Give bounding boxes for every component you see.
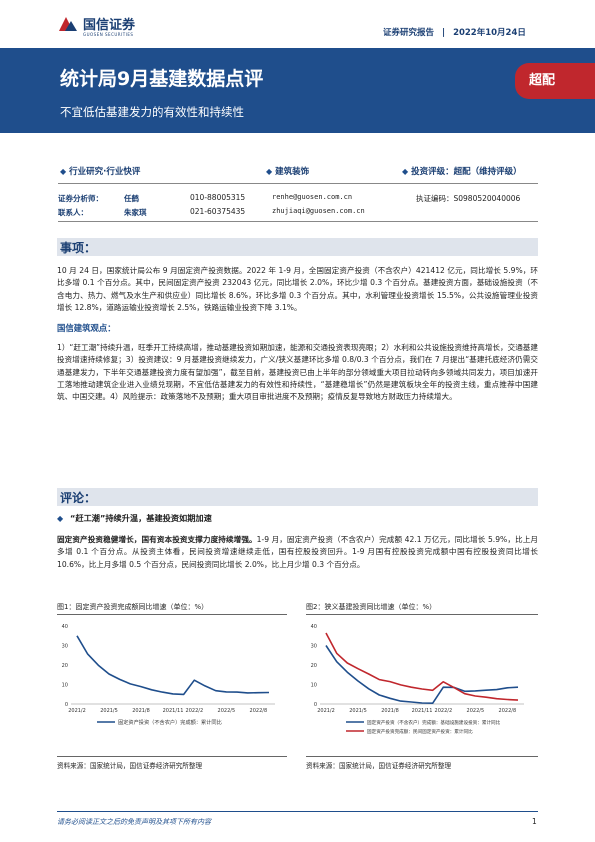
y-tick-label: 0 [65, 702, 68, 708]
meta-category: ◆ 行业研究·行业快评 [60, 165, 140, 177]
page-title: 统计局9月基建数据点评 [60, 68, 264, 90]
y-tick-label: 40 [311, 624, 317, 630]
page-number: 1 [532, 817, 537, 826]
logo: 国信证券 GUOSEN SECURITIES [57, 13, 167, 39]
y-tick-label: 30 [311, 644, 317, 650]
comment-lead: 固定资产投资稳健增长，国有资本投资支撑力度持续增强。 [57, 535, 257, 544]
comment-body: 1-9 月，固定资产投资（不含农户）完成额 42.1 万亿元，同比增长 5.9%… [57, 535, 538, 569]
figure-1-chart: 0 10 20 30 40 2021/2 2021/5 2021/8 2021/11 2022/2… [62, 624, 275, 726]
diamond-icon: ◆ [60, 167, 67, 176]
opinion-heading: 国信建筑观点： [57, 323, 116, 333]
figure-1-title: 图1：固定资产投资完成额同比增速（单位：%） [57, 603, 209, 611]
meta-rating: ◆ 投资评级：超配（维持评级） [402, 165, 522, 177]
y-tick-label: 20 [62, 663, 68, 669]
y-tick-label: 40 [62, 624, 68, 630]
legend-label: 固定资产投资完成额：民间固定资产投资：累计同比 [367, 728, 473, 735]
meta-industry-label: 建筑装饰 [275, 167, 310, 177]
x-tick-label: 2022/2 [435, 708, 453, 714]
title-banner [0, 48, 595, 133]
legend-label: 固定资产投资（不含农户）完成额：基础设施建设投资：累计同比 [367, 719, 501, 726]
analyst-phone: 010-88005315 [190, 193, 246, 202]
report-date: 2022年10月24日 [453, 28, 526, 38]
header-meta: 证券研究报告 | 2022年10月24日 [383, 28, 526, 38]
figure-2-rule [306, 614, 538, 615]
divider [58, 221, 538, 222]
figure-2-chart: 0 10 20 30 40 2021/2 2021/5 2021/8 2021/11 2022/2… [311, 624, 524, 735]
figure-2-rule [306, 756, 538, 757]
y-tick-label: 30 [62, 644, 68, 650]
legend-label: 固定资产投资（不含农户）完成额：累计同比 [118, 718, 222, 726]
comment-bullet: ◆ “赶工潮”持续升温，基建投资如期加速 [57, 512, 212, 524]
contact-name: 朱家琪 [124, 208, 147, 217]
series-line [325, 645, 519, 704]
section-title-event: 事项： [60, 241, 97, 255]
x-tick-label: 2022/5 [467, 708, 485, 714]
x-tick-label: 2021/5 [349, 708, 367, 714]
logo-mark-icon [59, 17, 77, 31]
contact-phone: 021-60375435 [190, 207, 246, 216]
figure-2-title: 图2：狭义基建投资同比增速（单位：%） [306, 603, 437, 611]
figure-1-rule [57, 614, 287, 615]
footer-disclaimer[interactable]: 请务必阅读正文之后的免责声明及其项下所有内容 [57, 818, 211, 826]
x-tick-label: 2021/2 [317, 708, 335, 714]
figure-1-source: 资料来源：国家统计局，国信证券经济研究所整理 [57, 762, 203, 770]
y-tick-label: 20 [311, 663, 317, 669]
x-tick-label: 2021/11 [412, 708, 433, 714]
comment-paragraph: 固定资产投资稳健增长，国有资本投资支撑力度持续增强。1-9 月，固定资产投资（不… [57, 534, 538, 571]
diamond-icon: ◆ [402, 167, 409, 176]
rating-badge-label: 超配 [529, 73, 556, 88]
series-line [76, 635, 270, 696]
x-tick-label: 2022/5 [218, 708, 236, 714]
x-tick-label: 2022/8 [250, 708, 268, 714]
figure-2-source: 资料来源：国家统计局，国信证券经济研究所整理 [306, 762, 452, 770]
section-bar [57, 238, 538, 256]
x-tick-label: 2021/5 [100, 708, 118, 714]
opinion-paragraph: 1）“赶工潮”持续升温，旺季开工持续高增，推动基建投资如期加速，能源和交通投资表… [57, 343, 538, 402]
section-title-comment: 评论： [60, 491, 97, 505]
divider [58, 183, 538, 184]
y-tick-label: 10 [62, 683, 68, 689]
x-tick-label: 2021/8 [381, 708, 399, 714]
meta-category-label: 行业研究·行业快评 [69, 167, 141, 177]
x-tick-label: 2021/2 [68, 708, 86, 714]
y-tick-label: 0 [314, 702, 317, 708]
event-paragraph: 10 月 24 日，国家统计局公布 9 月固定资产投资数据。2022 年 1-9… [57, 266, 538, 312]
meta-rating-label: 投资评级：超配（维持评级） [411, 167, 522, 177]
analyst-name: 任鹤 [124, 194, 139, 203]
analyst-cert: 执证编码：S0980520040006 [416, 194, 521, 203]
figure-1-rule [57, 756, 287, 757]
analyst-role: 证券分析师： [58, 194, 103, 203]
x-tick-label: 2022/2 [186, 708, 204, 714]
contact-email[interactable]: zhujiaqi@guosen.com.cn [272, 207, 365, 215]
rating-badge: 超配 [515, 63, 595, 99]
diamond-icon: ◆ [57, 514, 64, 523]
analyst-email[interactable]: renhe@guosen.com.cn [272, 193, 353, 201]
comment-bullet-label: “赶工潮”持续升温，基建投资如期加速 [70, 513, 212, 523]
contact-role: 联系人： [58, 208, 88, 217]
y-tick-label: 10 [311, 683, 317, 689]
footer-rule [57, 811, 538, 812]
section-bar [57, 488, 538, 506]
logo-text: 国信证券 [83, 18, 136, 33]
page-subtitle: 不宜低估基建发力的有效性和持续性 [60, 105, 244, 119]
x-tick-label: 2021/8 [132, 708, 150, 714]
x-tick-label: 2022/8 [499, 708, 517, 714]
report-type: 证券研究报告 [383, 28, 435, 38]
logo-subtext: GUOSEN SECURITIES [83, 32, 134, 37]
diamond-icon: ◆ [266, 167, 273, 176]
x-tick-label: 2021/11 [163, 708, 184, 714]
meta-industry: ◆ 建筑装饰 [266, 165, 309, 177]
